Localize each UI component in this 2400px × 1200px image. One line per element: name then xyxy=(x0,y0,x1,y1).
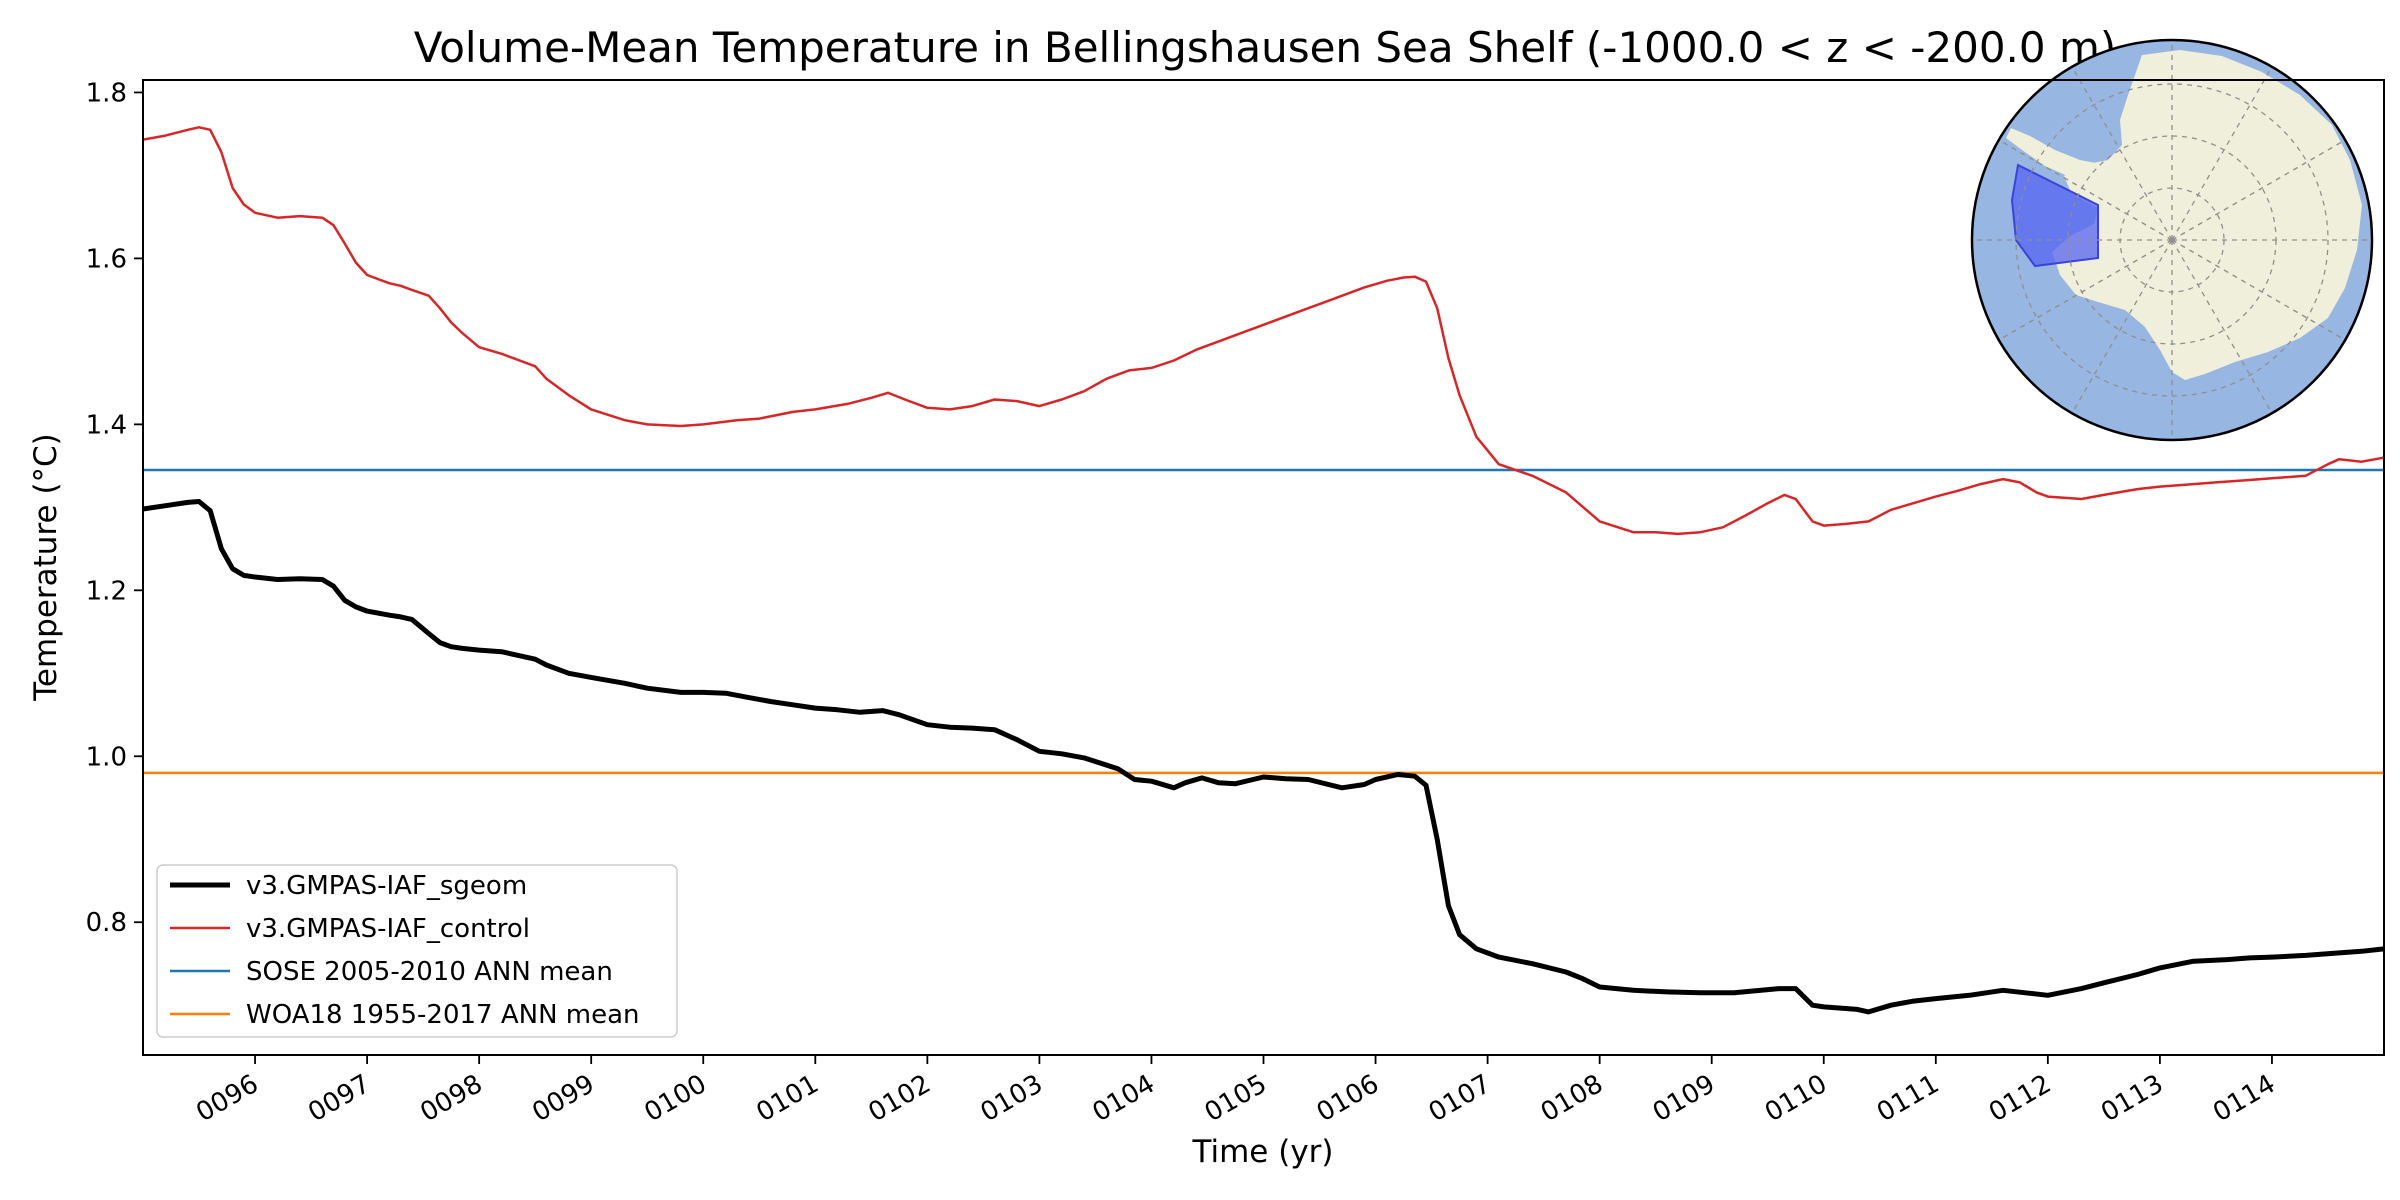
series-lines xyxy=(143,126,2384,1015)
y-axis-ticks: 0.8 1.0 1.2 1.4 1.6 1.8 xyxy=(86,78,143,938)
x-tick-label: 0111 xyxy=(1872,1069,1944,1128)
inset-graticule xyxy=(1972,40,2372,440)
inset-meridian xyxy=(2171,239,2346,341)
x-tick-label: 0102 xyxy=(864,1069,936,1128)
x-axis-ticks: 0096 0097 0098 0099 0100 0101 0102 0103 0104 0105… xyxy=(191,1055,2280,1128)
inset-antarctic-peninsula xyxy=(2006,128,2106,182)
inset-meridian xyxy=(2071,239,2173,414)
inset-meridian xyxy=(2071,66,2173,241)
legend-label-1: v3.GMPAS-IAF_control xyxy=(246,914,530,944)
x-tick-label: 0108 xyxy=(1536,1069,1608,1128)
reference-lines xyxy=(143,468,2384,775)
x-tick-label: 0113 xyxy=(2096,1069,2168,1128)
x-tick-label: 0114 xyxy=(2208,1069,2280,1128)
x-tick-label: 0103 xyxy=(976,1069,1048,1128)
y-tick-label: 0.8 xyxy=(86,908,127,938)
inset-bellingshausen-region xyxy=(2010,163,2099,268)
series-0-line xyxy=(143,499,2384,1015)
y-tick-label: 1.6 xyxy=(86,244,127,274)
series-1-line xyxy=(143,126,2384,536)
legend-label-2: SOSE 2005-2010 ANN mean xyxy=(246,957,613,987)
legend-label-3: WOA18 1955-2017 ANN mean xyxy=(246,1000,640,1030)
x-tick-label: 0101 xyxy=(751,1069,823,1128)
y-tick-label: 1.4 xyxy=(86,410,127,440)
x-tick-label: 0109 xyxy=(1648,1069,1720,1128)
legend-label-0: v3.GMPAS-IAF_sgeom xyxy=(246,871,527,901)
x-tick-label: 0112 xyxy=(1984,1069,2056,1128)
x-tick-label: 0105 xyxy=(1200,1069,1272,1128)
inset-meridian xyxy=(2171,66,2273,241)
inset-meridian xyxy=(1998,239,2173,341)
chart-title: Volume-Mean Temperature in Bellingshause… xyxy=(414,23,2117,72)
y-tick-label: 1.2 xyxy=(86,576,127,606)
inset-map xyxy=(1970,38,2374,442)
x-axis-label: Time (yr) xyxy=(1192,1134,1334,1170)
x-tick-label: 0106 xyxy=(1312,1069,1384,1128)
x-tick-label: 0099 xyxy=(527,1069,599,1128)
legend: v3.GMPAS-IAF_sgeom v3.GMPAS-IAF_control … xyxy=(156,864,678,1038)
x-tick-label: 0098 xyxy=(415,1069,487,1128)
inset-border xyxy=(1970,38,2374,442)
inset-meridian xyxy=(2171,139,2346,241)
inset-meridian xyxy=(1998,139,2173,241)
x-tick-label: 0096 xyxy=(191,1069,263,1128)
x-tick-label: 0104 xyxy=(1088,1069,1160,1128)
y-tick-label: 1.0 xyxy=(86,742,127,772)
x-tick-label: 0097 xyxy=(303,1069,375,1128)
y-tick-label: 1.8 xyxy=(86,78,127,108)
inset-meridian xyxy=(2171,239,2273,414)
x-tick-label: 0107 xyxy=(1424,1069,1496,1128)
x-tick-label: 0110 xyxy=(1760,1069,1832,1128)
inset-latitude-circle xyxy=(2015,83,2329,397)
x-tick-label: 0100 xyxy=(639,1069,711,1128)
legend-box xyxy=(156,864,678,1038)
y-axis-label: Temperature (°C) xyxy=(28,433,64,702)
